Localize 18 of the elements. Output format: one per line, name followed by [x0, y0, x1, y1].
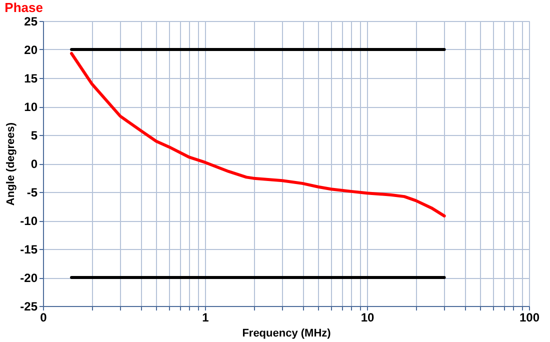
y-tick-label: -25 [20, 300, 38, 314]
x-tick-label: 100 [519, 310, 540, 324]
y-tick-label: -5 [26, 186, 38, 200]
y-tick-label: -20 [20, 271, 38, 285]
y-tick-label: 15 [24, 72, 38, 86]
x-tick-label: 0 [40, 310, 48, 324]
y-tick-label: 25 [24, 14, 38, 28]
y-axis-title: Angle (degrees) [5, 122, 18, 206]
y-tick-label: 10 [24, 100, 38, 114]
y-tick-label: -15 [20, 242, 38, 256]
y-tick-label: -10 [20, 214, 38, 228]
x-tick-label: 1 [202, 310, 210, 324]
x-tick-label: 10 [360, 310, 374, 324]
y-tick-label: 20 [24, 43, 38, 57]
y-tick-label: 5 [30, 128, 38, 142]
chart-title: Phase [4, 0, 43, 15]
y-tick-label: 0 [30, 157, 38, 171]
x-axis-title: Frequency (MHz) [242, 328, 332, 340]
